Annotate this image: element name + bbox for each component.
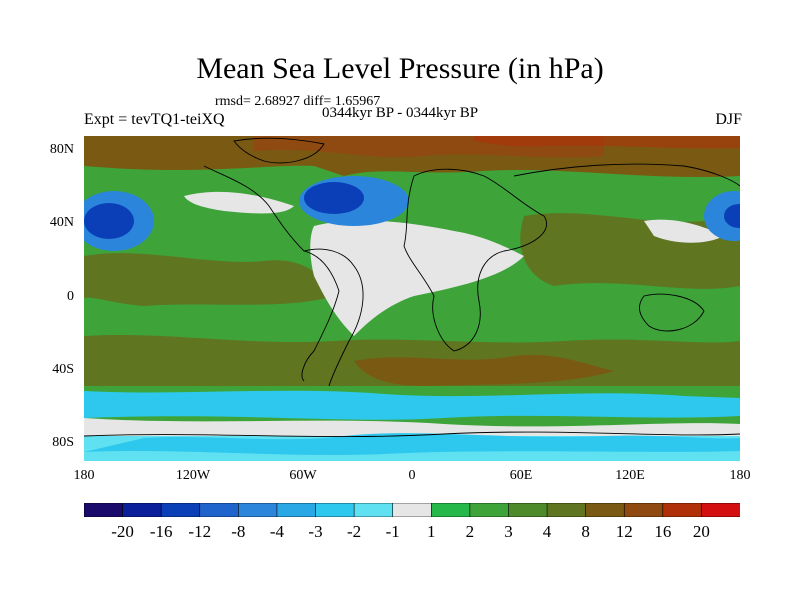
lon-tick-label: 180 [729, 468, 751, 483]
lon-tick-label: 120E [615, 468, 645, 483]
colorbar-swatch [662, 503, 703, 517]
colorbar-label: 20 [692, 522, 710, 541]
colorbar-label: -1 [385, 522, 400, 541]
lat-tick-label: 40S [52, 362, 74, 377]
stats-text: rmsd= 2.68927 diff= 1.65967 [215, 94, 381, 109]
period-label: 0344kyr BP - 0344kyr BP [322, 105, 479, 121]
colorbar-label: 16 [654, 522, 672, 541]
colorbar-label: 12 [615, 522, 633, 541]
colorbar-label: 8 [581, 522, 590, 541]
lon-tick-label: 180 [73, 468, 95, 483]
colorbar-label: -2 [347, 522, 362, 541]
colorbar-label: 4 [542, 522, 552, 541]
colorbar-label: -20 [111, 522, 134, 541]
experiment-label: Expt = tevTQ1-teiXQ [84, 111, 225, 128]
lat-tick-label: 80S [52, 435, 74, 450]
lat-tick-label: 0 [67, 289, 74, 304]
colorbar-label: 3 [504, 522, 513, 541]
colorbar-swatch [469, 503, 510, 517]
pressure-anomaly-map [84, 136, 740, 461]
colorbar-swatch [701, 503, 740, 517]
colorbar-swatch [392, 503, 433, 517]
lat-tick-label: 80N [49, 142, 74, 157]
lat-tick-label: 40N [49, 215, 74, 230]
lon-tick-label: 60W [289, 468, 317, 483]
colorbar-label: 2 [465, 522, 475, 541]
colorbar [84, 503, 740, 517]
colorbar-label: -12 [188, 522, 212, 541]
colorbar-swatch [84, 503, 124, 517]
colorbar-swatch [585, 503, 626, 517]
colorbar-swatch [546, 503, 587, 517]
colorbar-swatch [623, 503, 664, 517]
season-label: DJF [715, 111, 742, 128]
colorbar-swatch [160, 503, 201, 517]
colorbar-swatch [315, 503, 355, 517]
colorbar-swatch [430, 503, 471, 517]
colorbar-swatch [238, 503, 278, 517]
colorbar-label: -8 [231, 522, 246, 541]
colorbar-label: -4 [269, 522, 285, 541]
colorbar-swatch [199, 503, 240, 517]
lon-tick-label: 60E [509, 468, 533, 483]
colorbar-label: 1 [427, 522, 436, 541]
colorbar-label: -16 [149, 522, 173, 541]
lon-tick-label: 0 [408, 468, 416, 483]
lon-tick-label: 120W [175, 468, 211, 483]
colorbar-label: -3 [308, 522, 323, 541]
plot-title: Mean Sea Level Pressure (in hPa) [196, 52, 604, 85]
colorbar-swatch [122, 503, 162, 517]
colorbar-swatch [276, 503, 317, 517]
colorbar-swatch [353, 503, 394, 517]
colorbar-swatch [508, 503, 548, 517]
